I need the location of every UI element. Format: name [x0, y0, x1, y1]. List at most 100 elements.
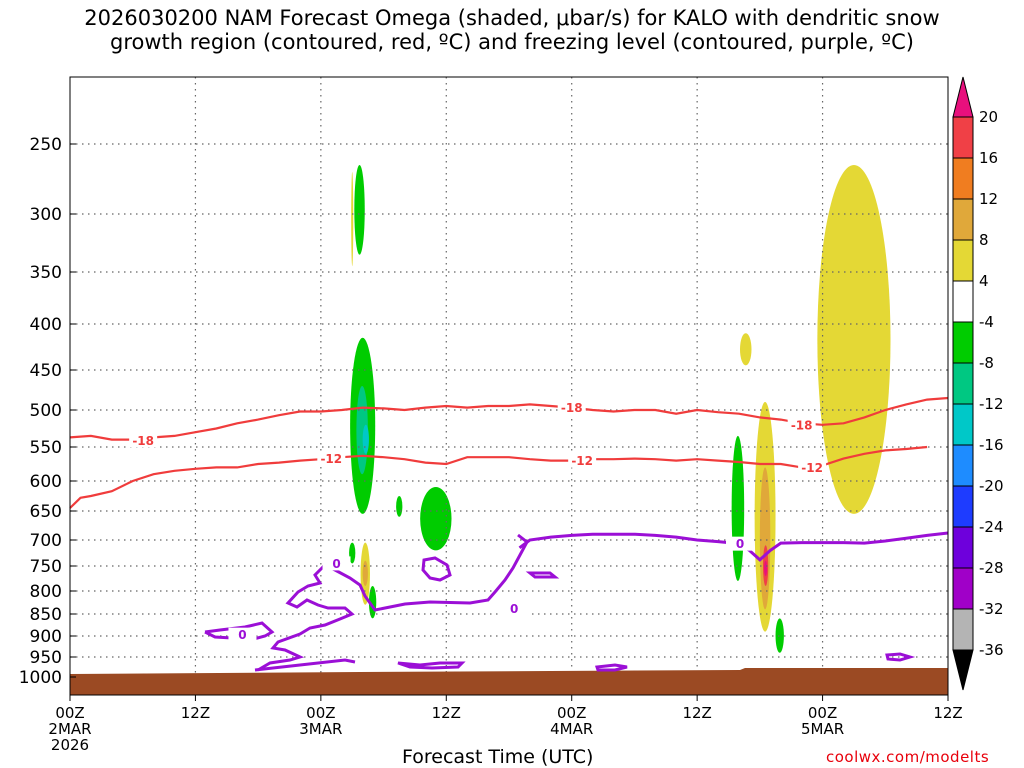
colorbar-label: -16 [979, 436, 1004, 454]
freezing-contour-fragment [257, 533, 529, 672]
omega-region-green-mid-2 [396, 496, 403, 517]
contour-label-bg [568, 453, 597, 468]
x-tick-label: 12Z [933, 704, 962, 722]
ground-surface [70, 668, 948, 695]
y-tick-label: 950 [30, 648, 62, 668]
x-tick-label: 12Z [432, 704, 461, 722]
colorbar-label: 16 [979, 149, 998, 167]
x-tick-label: 00Z [557, 704, 586, 722]
x-tick-label: 12Z [181, 704, 210, 722]
colorbar-label: 20 [979, 108, 998, 126]
colorbar-bin [952, 157, 974, 200]
x-tick-label: 00Z [306, 704, 335, 722]
colorbar-bin [952, 198, 974, 241]
colorbar-bin [952, 485, 974, 528]
chart-title-line-2: growth region (contoured, red, ºC) and f… [110, 30, 914, 54]
contour-label: 0 [510, 602, 518, 616]
freezing-contour-fragment [254, 658, 356, 672]
colorbar-label: 4 [979, 272, 989, 290]
y-tick-label: 700 [30, 531, 62, 551]
colorbar-bin [952, 526, 974, 569]
contour-label-layer: -18 -18 -18 -12 -12 -12 0 0 0 0 [129, 400, 827, 642]
omega-region-cyan-mid-1 [362, 424, 369, 454]
colorbar-bin [952, 239, 974, 282]
plot-area-background [70, 77, 948, 695]
omega-region-orange-low-1 [362, 560, 368, 587]
x-tick-label: 00Z [808, 704, 837, 722]
y-tick-label: 850 [30, 605, 62, 625]
x-tick-label: 12Z [682, 704, 711, 722]
omega-shading-layer [349, 165, 891, 653]
colorbar-label: 12 [979, 190, 998, 208]
colorbar-bin [952, 403, 974, 446]
plot-frame [69, 76, 949, 696]
omega-region-green-mid-3 [420, 487, 452, 551]
y-tick-label: 350 [30, 263, 62, 283]
contour-label-bg [322, 556, 351, 571]
colorbar-bin [952, 567, 974, 610]
contour-line-minus12 [69, 445, 928, 509]
contour-label-bg [228, 627, 257, 642]
chart-title: 2026030200 NAM Forecast Omega (shaded, μ… [0, 6, 1024, 54]
colorbar-label: -28 [979, 559, 1004, 577]
colorbar-label: -32 [979, 600, 1004, 618]
colorbar-bin [952, 280, 974, 323]
colorbar-label: -36 [979, 641, 1004, 659]
contour-label: -12 [801, 461, 823, 475]
contour-label-bg [317, 451, 346, 466]
y-tick-label: 550 [30, 438, 62, 458]
colorbar-bin [952, 362, 974, 405]
contour-label: -18 [561, 401, 583, 415]
omega-region-magenta-low-1 [764, 560, 768, 577]
freezing-contour-fragment [885, 652, 916, 662]
colorbar-label: -24 [979, 518, 1004, 536]
x-tick-label: 2026 [51, 736, 89, 754]
colorbar-label: -8 [979, 354, 994, 372]
freezing-contour-fragment [525, 571, 560, 579]
contour-label-bg [129, 433, 158, 448]
colorbar-label: -4 [979, 313, 994, 331]
omega-region-green-low-1 [349, 542, 356, 564]
freezing-contour-fragment [421, 556, 452, 582]
omega-region-yellow-upper-2 [739, 333, 752, 366]
contour-label: -12 [571, 454, 593, 468]
x-tick-label: 4MAR [550, 720, 593, 738]
y-tick-label: 800 [30, 582, 62, 602]
source-credit: coolwx.com/modelts [826, 748, 990, 766]
contour-label-bg [798, 460, 827, 475]
y-tick-label: 250 [30, 135, 62, 155]
y-axis: 2503003504004505005506006507007508008509… [19, 135, 76, 688]
colorbar-arrow-bottom [952, 649, 974, 691]
y-tick-label: 400 [30, 315, 62, 335]
x-tick-label: 5MAR [801, 720, 844, 738]
omega-region-green-low-4 [775, 618, 784, 653]
colorbar-bin [952, 116, 974, 159]
contour-label: -18 [132, 434, 154, 448]
colorbar-arrow-top [952, 76, 974, 118]
x-axis-title: Forecast Time (UTC) [402, 746, 594, 768]
y-tick-label: 600 [30, 472, 62, 492]
x-tick-label: 3MAR [299, 720, 342, 738]
freezing-contour-fragment [594, 663, 628, 672]
omega-region-green-upper-1 [354, 165, 365, 255]
contour-label: -18 [791, 418, 813, 432]
contour-label-bg [725, 536, 754, 551]
chart-title-line-1: 2026030200 NAM Forecast Omega (shaded, μ… [84, 6, 940, 30]
contour-label-bg [557, 400, 586, 415]
ground-layer [70, 668, 948, 695]
y-tick-label: 500 [30, 401, 62, 421]
contour-label: 0 [736, 537, 744, 551]
y-tick-label: 300 [30, 205, 62, 225]
contour-label-bg [500, 601, 529, 616]
contour-label: -12 [320, 452, 342, 466]
y-tick-label: 1000 [19, 668, 62, 688]
x-tick-label: 00Z [55, 704, 84, 722]
freezing-contour-fragment [397, 661, 466, 670]
contour-label-bg [787, 417, 816, 432]
colorbar: 20 16 12 8 4 -4 -8 -12 -16 -20 -24 -28 -32 -36 [952, 76, 1004, 691]
colorbar-bin [952, 321, 974, 364]
omega-region-orange-low-2 [759, 467, 771, 610]
omega-region-yellow-upper-1 [351, 172, 354, 267]
